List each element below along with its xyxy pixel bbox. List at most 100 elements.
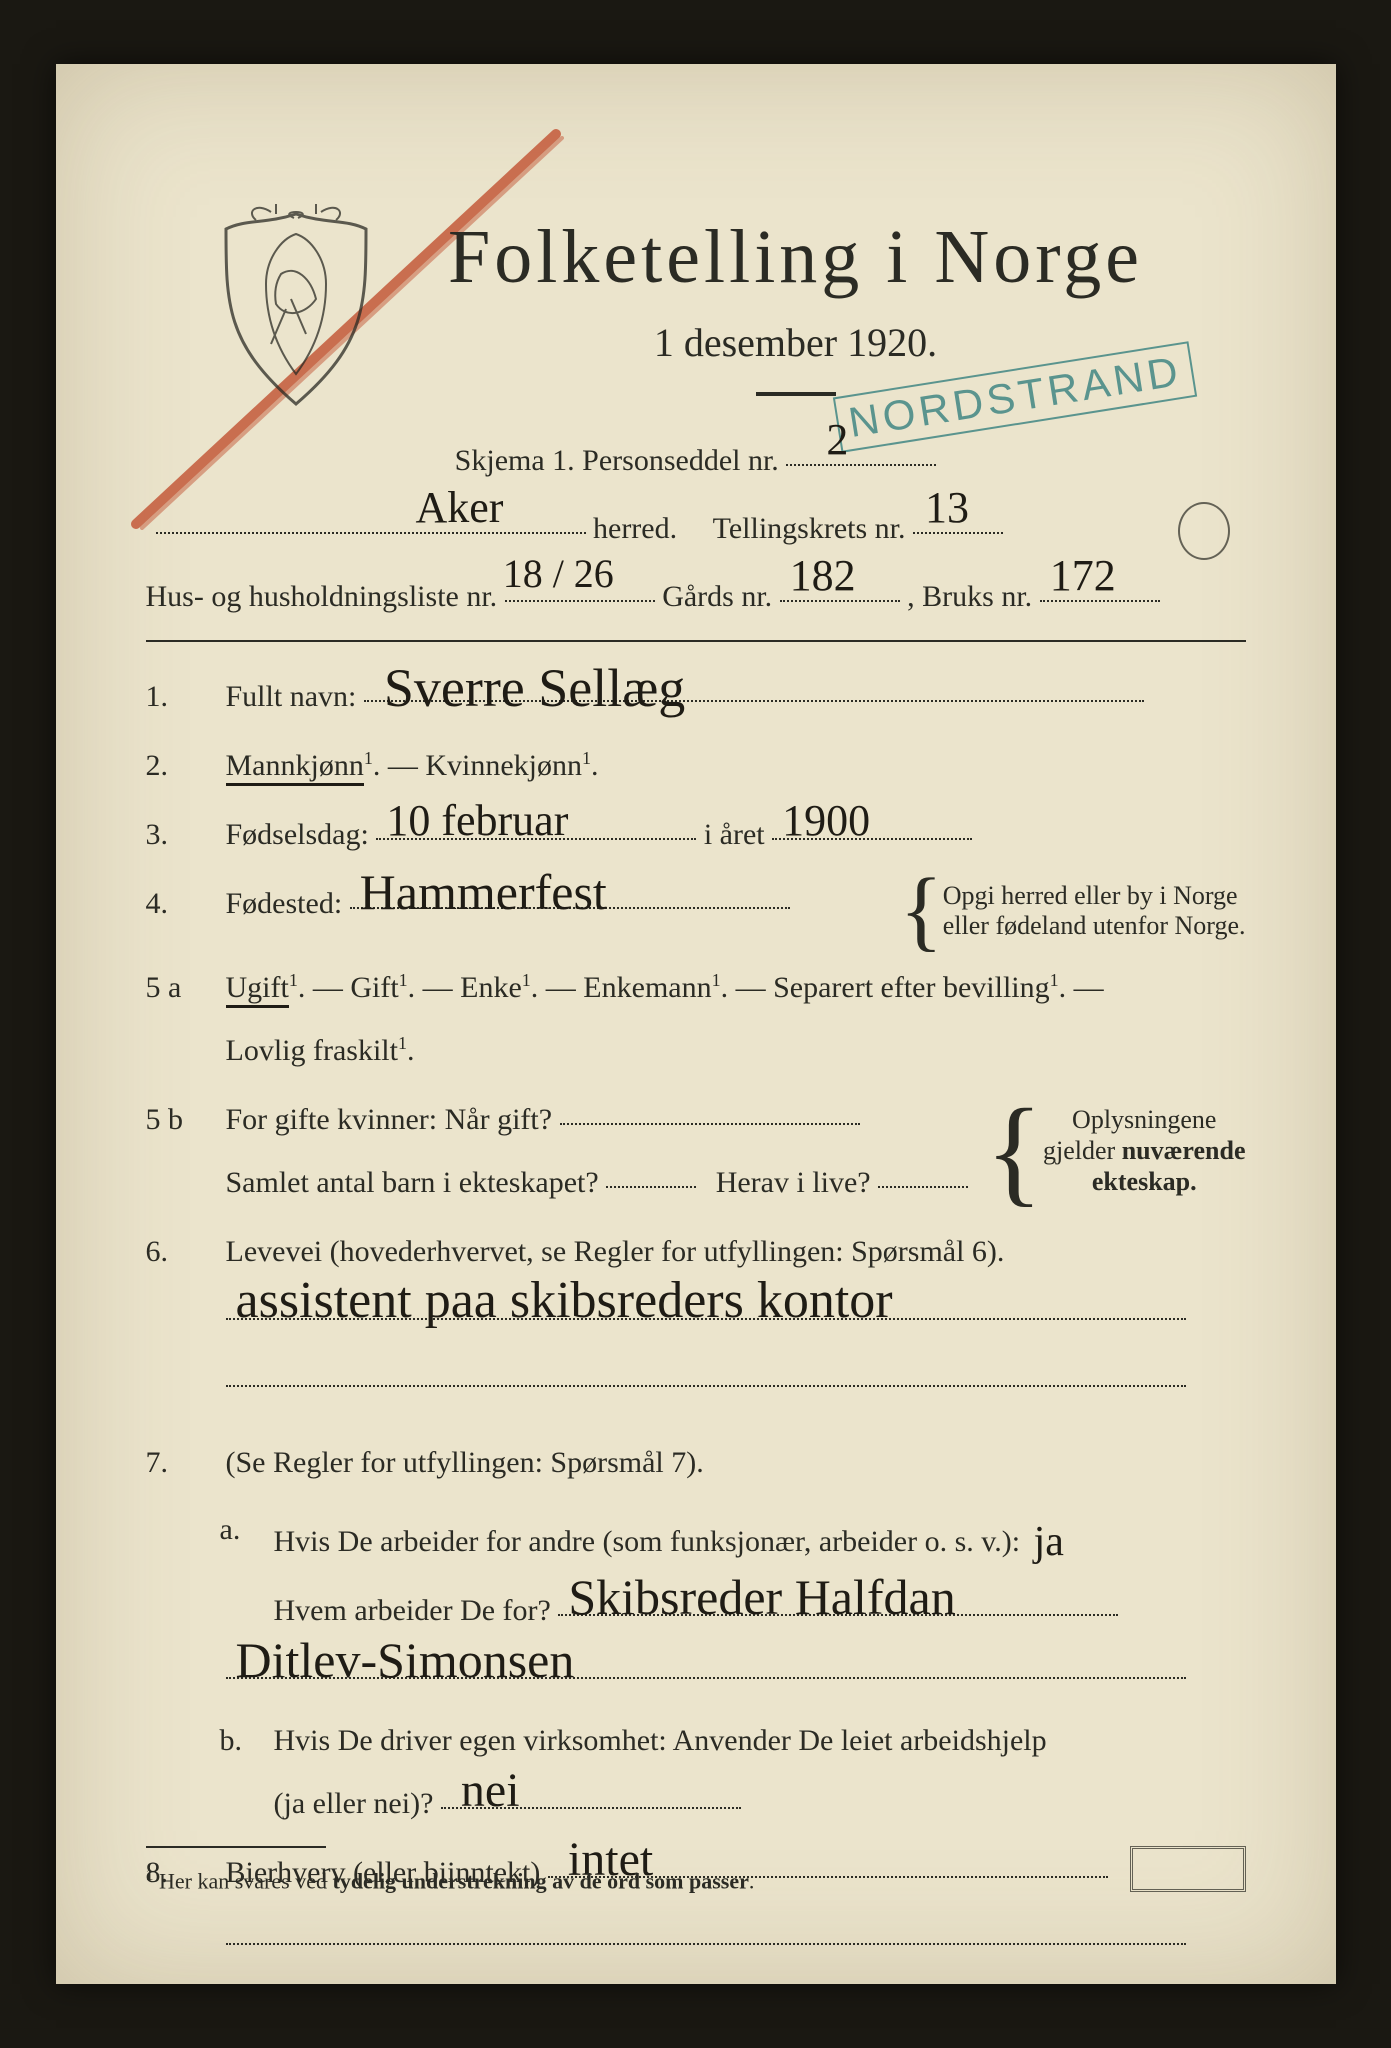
line-personseddel: Skjema 1. Personseddel nr. 2 (146, 444, 1246, 506)
q5b-line2b: Herav i live? (716, 1166, 871, 1199)
q4-row: 4. Fødested: Hammerfest { Opgi herred el… (146, 881, 1246, 941)
q2-sup1: 1 (364, 748, 373, 768)
label-bruks: , Bruks nr. (907, 580, 1032, 613)
circle-around-13 (1178, 502, 1230, 560)
q7a-field-1: Skibsreder Halfdan (558, 1592, 1118, 1616)
printer-mark-icon (1130, 1846, 1246, 1892)
q5b-line1a: For gifte kvinner: Når gift? (226, 1103, 553, 1136)
q3-row: 3. Fødselsdag: 10 februar i året 1900 (146, 812, 1246, 857)
q4-aside-2: eller fødeland utenfor Norge. (943, 911, 1246, 941)
value-husliste-nr: 18 / 26 (503, 550, 614, 597)
field-gards-nr: 182 (780, 578, 900, 602)
line-husliste: Hus- og husholdningsliste nr. 18 / 26 Gå… (146, 580, 1246, 642)
field-husliste-nr: 18 / 26 (505, 578, 655, 602)
q4-value: Hammerfest (360, 855, 607, 930)
footnote-marker: 1 (146, 1867, 154, 1884)
q4-brace-icon: { (900, 888, 943, 933)
q5b-row: 5 b For gifte kvinner: Når gift? Samlet … (146, 1097, 1246, 1205)
q6-num: 6. (146, 1229, 216, 1274)
q5b-aside-1: Oplysningene (1043, 1104, 1245, 1135)
label-husliste: Hus- og husholdningsliste nr. (146, 580, 498, 613)
footnote-rule (146, 1846, 326, 1848)
page-wrap: Folketelling i Norge 1 desember 1920. NO… (0, 0, 1391, 2048)
value-tellingskrets-nr: 13 (925, 482, 969, 533)
q6-value: assistent paa skibsreders kontor (236, 1262, 893, 1340)
q7a-yn: ja (1034, 1519, 1064, 1565)
label-herred: herred. (593, 512, 677, 545)
q5a-num: 5 a (146, 965, 216, 1010)
q5b-aside-2: gjelder nuværende (1043, 1135, 1245, 1166)
meta-block: Skjema 1. Personseddel nr. 2 Aker herred… (146, 444, 1246, 642)
value-herred: Aker (416, 482, 504, 533)
form-inner: Folketelling i Norge 1 desember 1920. NO… (146, 144, 1246, 1904)
q3-year-value: 1900 (782, 788, 870, 854)
q3-day-field: 10 februar (376, 816, 696, 840)
q2-dash: — (388, 749, 426, 782)
q5a-opt-3: Enkemann (583, 971, 711, 1004)
value-personseddel-nr: 2 (826, 414, 848, 465)
q5b-aside-3: ekteskap. (1043, 1166, 1245, 1197)
footnote-text: Her kan svares ved tydelig understreknin… (159, 1868, 754, 1893)
q3-year-label: i året (704, 818, 765, 851)
q7a-value-l2: Ditlev-Simonsen (236, 1623, 575, 1698)
q5b-num: 5 b (146, 1097, 216, 1142)
q4-num: 4. (146, 881, 216, 926)
label-tellingskrets: Tellingskrets nr. (713, 512, 906, 545)
title-subtitle: 1 desember 1920. (406, 319, 1186, 366)
coat-of-arms-icon (216, 204, 376, 414)
q6-row: 6. Levevei (hovederhvervet, se Regler fo… (146, 1229, 1246, 1404)
q5b-gift-field (560, 1101, 860, 1125)
q4-label: Fødested: (226, 887, 343, 920)
q1-field: Sverre Sellæg (364, 678, 1144, 702)
q7-num: 7. (146, 1440, 216, 1485)
q2-row: 2. Mannkjønn1. — Kvinnekjønn1. (146, 743, 1246, 788)
questions-block: 1. Fullt navn: Sverre Sellæg 2. Mannkjøn… (146, 674, 1246, 1984)
q2-female: Kvinnekjønn (425, 749, 582, 782)
q3-day-value: 10 februar (386, 788, 568, 854)
label-gards: Gårds nr. (662, 580, 772, 613)
label-skjema: Skjema 1. Personseddel nr. (455, 444, 779, 477)
q1-value: Sverre Sellæg (384, 648, 685, 729)
q7a-line1: Hvis De arbeider for andre (som funksjon… (274, 1525, 1021, 1558)
title-rule (756, 392, 836, 396)
q2-sup2: 1 (582, 748, 591, 768)
q7b-line1: Hvis De driver egen virksomhet: Anvender… (274, 1724, 1047, 1757)
q7a-field-2: Ditlev-Simonsen (226, 1655, 1186, 1679)
value-gards-nr: 182 (790, 550, 856, 601)
q7b-label: b. (220, 1718, 243, 1763)
q7a-label: a. (220, 1507, 241, 1552)
q3-year-field: 1900 (772, 816, 972, 840)
q7a-value-l1: Skibsreder Halfdan (568, 1560, 955, 1635)
field-bruks-nr: 172 (1040, 578, 1160, 602)
q4-aside-1: Opgi herred eller by i Norge (943, 881, 1246, 911)
q7b-line2: (ja eller nei)? (274, 1787, 434, 1820)
q5b-brace-icon: { (985, 1121, 1043, 1181)
q5a-cont: Lovlig fraskilt (226, 1034, 398, 1067)
q5a-opt-1: Gift (350, 971, 398, 1004)
q7b-value: nei (461, 1755, 520, 1827)
footnote: 1 Her kan svares ved tydelig understrekn… (146, 1867, 755, 1894)
q2-male: Mannkjønn (226, 749, 364, 786)
field-tellingskrets-nr: 13 (913, 510, 1003, 534)
title-main: Folketelling i Norge (406, 214, 1186, 301)
q6-field: assistent paa skibsreders kontor (226, 1296, 1186, 1320)
q5b-line2a: Samlet antal barn i ekteskapet? (226, 1166, 599, 1199)
q7-row: 7. (Se Regler for utfyllingen: Spørsmål … (146, 1440, 1246, 1826)
q8-field-2 (226, 1921, 1186, 1945)
value-bruks-nr: 172 (1050, 550, 1116, 601)
field-herred: Aker (156, 510, 586, 534)
q1-label: Fullt navn: (226, 680, 357, 713)
q1-row: 1. Fullt navn: Sverre Sellæg (146, 674, 1246, 719)
q3-label: Fødselsdag: (226, 818, 369, 851)
q5b-live-field (878, 1164, 968, 1188)
q5a-opt-4: Separert efter bevilling (773, 971, 1050, 1004)
q5a-opt-0: Ugift (226, 971, 289, 1008)
q7b-field: nei (441, 1785, 741, 1809)
q5b-barn-field (606, 1164, 696, 1188)
q7-label: (Se Regler for utfyllingen: Spørsmål 7). (226, 1446, 704, 1479)
q5a-row: 5 a Ugift1. — Gift1. — Enke1. — Enkemann… (146, 965, 1246, 1073)
q2-num: 2. (146, 743, 216, 788)
rule-after-meta (146, 640, 1246, 642)
q5a-opt-2: Enke (460, 971, 522, 1004)
q4-field: Hammerfest (350, 885, 790, 909)
